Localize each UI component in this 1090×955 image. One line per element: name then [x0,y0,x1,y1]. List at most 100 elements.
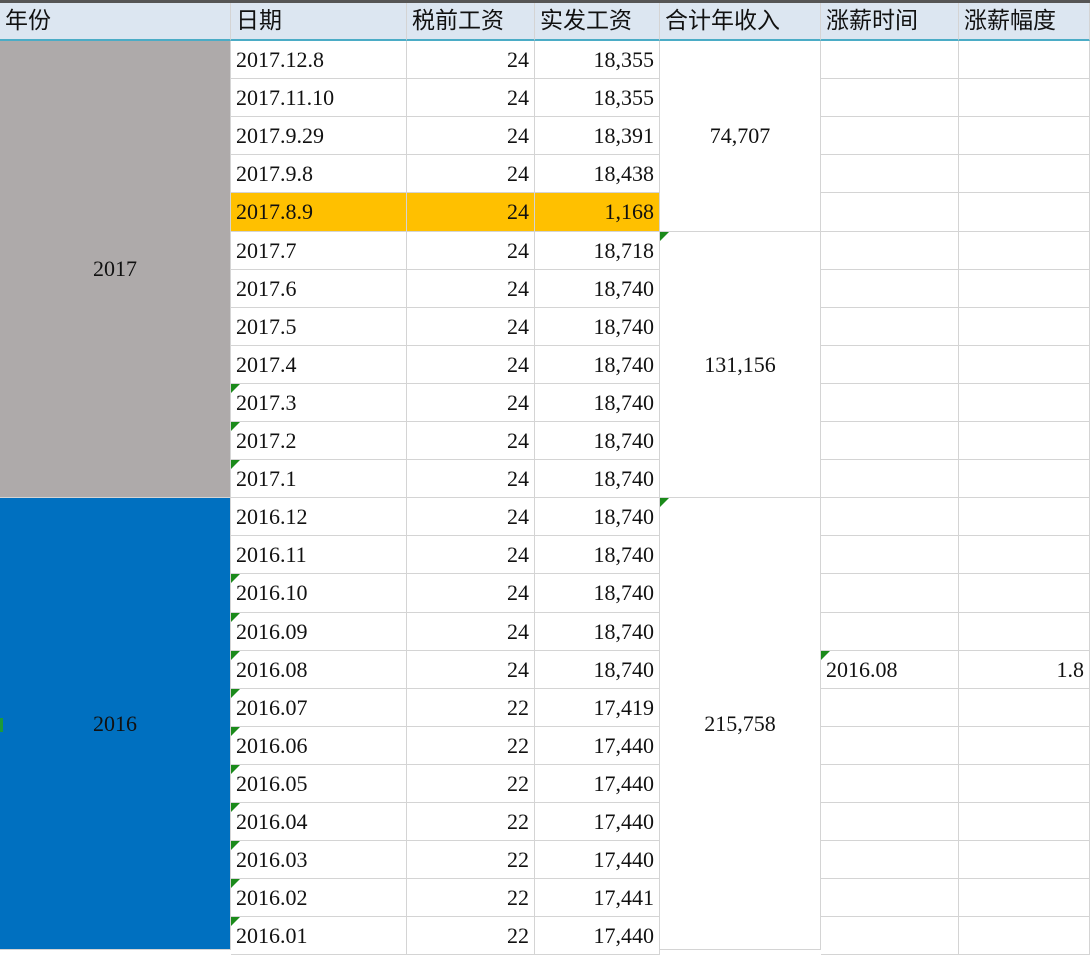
date-cell[interactable]: 2016.04 [231,803,407,841]
pretax-salary-cell[interactable]: 22 [407,765,535,803]
date-cell[interactable]: 2016.12 [231,498,407,536]
raise-time-cell[interactable] [821,765,959,803]
pretax-salary-cell[interactable]: 24 [407,574,535,613]
raise-time-cell[interactable] [821,346,959,384]
raise-time-cell[interactable] [821,574,959,613]
date-cell[interactable]: 2016.10 [231,574,407,613]
raise-amount-cell[interactable] [959,613,1090,651]
raise-time-cell[interactable]: 2016.08 [821,651,959,689]
raise-amount-cell[interactable] [959,689,1090,727]
date-cell[interactable]: 2017.2 [231,422,407,460]
raise-amount-cell[interactable] [959,155,1090,193]
net-salary-cell[interactable]: 18,355 [535,79,660,117]
annual-total-cell[interactable]: 215,758 [660,498,821,950]
header-cell[interactable]: 实发工资 [535,3,660,41]
header-cell[interactable]: 涨薪时间 [821,3,959,41]
raise-amount-cell[interactable] [959,232,1090,270]
header-cell[interactable]: 合计年收入 [660,3,821,41]
raise-amount-cell[interactable] [959,498,1090,536]
pretax-salary-cell[interactable]: 24 [407,498,535,536]
raise-time-cell[interactable] [821,841,959,879]
date-cell[interactable]: 2016.03 [231,841,407,879]
raise-time-cell[interactable] [821,270,959,308]
net-salary-cell[interactable]: 1,168 [535,193,660,232]
net-salary-cell[interactable]: 17,440 [535,917,660,955]
raise-time-cell[interactable] [821,727,959,765]
raise-time-cell[interactable] [821,879,959,917]
raise-time-cell[interactable] [821,536,959,574]
net-salary-cell[interactable]: 18,740 [535,574,660,613]
raise-amount-cell[interactable] [959,346,1090,384]
pretax-salary-cell[interactable]: 22 [407,841,535,879]
net-salary-cell[interactable]: 18,740 [535,270,660,308]
raise-time-cell[interactable] [821,460,959,498]
date-cell[interactable]: 2017.8.9 [231,193,407,232]
net-salary-cell[interactable]: 18,740 [535,422,660,460]
pretax-salary-cell[interactable]: 24 [407,536,535,574]
net-salary-cell[interactable]: 18,740 [535,498,660,536]
date-cell[interactable]: 2017.3 [231,384,407,422]
header-cell[interactable]: 税前工资 [407,3,535,41]
date-cell[interactable]: 2016.01 [231,917,407,955]
date-cell[interactable]: 2017.4 [231,346,407,384]
header-cell[interactable]: 年份 [0,3,231,41]
pretax-salary-cell[interactable]: 22 [407,803,535,841]
raise-time-cell[interactable] [821,79,959,117]
annual-total-cell[interactable]: 74,707 [660,41,821,232]
net-salary-cell[interactable]: 17,419 [535,689,660,727]
pretax-salary-cell[interactable]: 24 [407,232,535,270]
net-salary-cell[interactable]: 17,440 [535,727,660,765]
raise-amount-cell[interactable] [959,841,1090,879]
raise-time-cell[interactable] [821,232,959,270]
raise-amount-cell[interactable] [959,803,1090,841]
net-salary-cell[interactable]: 18,740 [535,651,660,689]
date-cell[interactable]: 2017.11.10 [231,79,407,117]
raise-time-cell[interactable] [821,917,959,955]
pretax-salary-cell[interactable]: 24 [407,193,535,232]
header-cell[interactable]: 日期 [231,3,407,41]
raise-amount-cell[interactable] [959,117,1090,155]
date-cell[interactable]: 2017.9.8 [231,155,407,193]
date-cell[interactable]: 2016.07 [231,689,407,727]
raise-amount-cell[interactable] [959,422,1090,460]
date-cell[interactable]: 2016.02 [231,879,407,917]
raise-time-cell[interactable] [821,193,959,232]
pretax-salary-cell[interactable]: 24 [407,613,535,651]
pretax-salary-cell[interactable]: 24 [407,270,535,308]
pretax-salary-cell[interactable]: 22 [407,727,535,765]
pretax-salary-cell[interactable]: 22 [407,879,535,917]
raise-amount-cell[interactable] [959,79,1090,117]
raise-amount-cell[interactable] [959,574,1090,613]
net-salary-cell[interactable]: 18,740 [535,536,660,574]
year-cell[interactable]: 2016 [0,498,231,950]
date-cell[interactable]: 2017.9.29 [231,117,407,155]
raise-time-cell[interactable] [821,308,959,346]
raise-time-cell[interactable] [821,41,959,79]
date-cell[interactable]: 2016.11 [231,536,407,574]
date-cell[interactable]: 2017.6 [231,270,407,308]
net-salary-cell[interactable]: 17,441 [535,879,660,917]
pretax-salary-cell[interactable]: 24 [407,384,535,422]
date-cell[interactable]: 2016.06 [231,727,407,765]
pretax-salary-cell[interactable]: 24 [407,41,535,79]
raise-time-cell[interactable] [821,613,959,651]
raise-amount-cell[interactable] [959,193,1090,232]
net-salary-cell[interactable]: 18,740 [535,346,660,384]
pretax-salary-cell[interactable]: 24 [407,422,535,460]
date-cell[interactable]: 2017.12.8 [231,41,407,79]
raise-amount-cell[interactable] [959,536,1090,574]
raise-time-cell[interactable] [821,498,959,536]
pretax-salary-cell[interactable]: 24 [407,155,535,193]
pretax-salary-cell[interactable]: 24 [407,346,535,384]
raise-amount-cell[interactable] [959,727,1090,765]
net-salary-cell[interactable]: 18,718 [535,232,660,270]
raise-amount-cell[interactable] [959,765,1090,803]
raise-time-cell[interactable] [821,803,959,841]
net-salary-cell[interactable]: 18,740 [535,384,660,422]
raise-amount-cell[interactable] [959,879,1090,917]
raise-amount-cell[interactable] [959,270,1090,308]
net-salary-cell[interactable]: 18,740 [535,308,660,346]
header-cell[interactable]: 涨薪幅度 [959,3,1090,41]
date-cell[interactable]: 2016.08 [231,651,407,689]
